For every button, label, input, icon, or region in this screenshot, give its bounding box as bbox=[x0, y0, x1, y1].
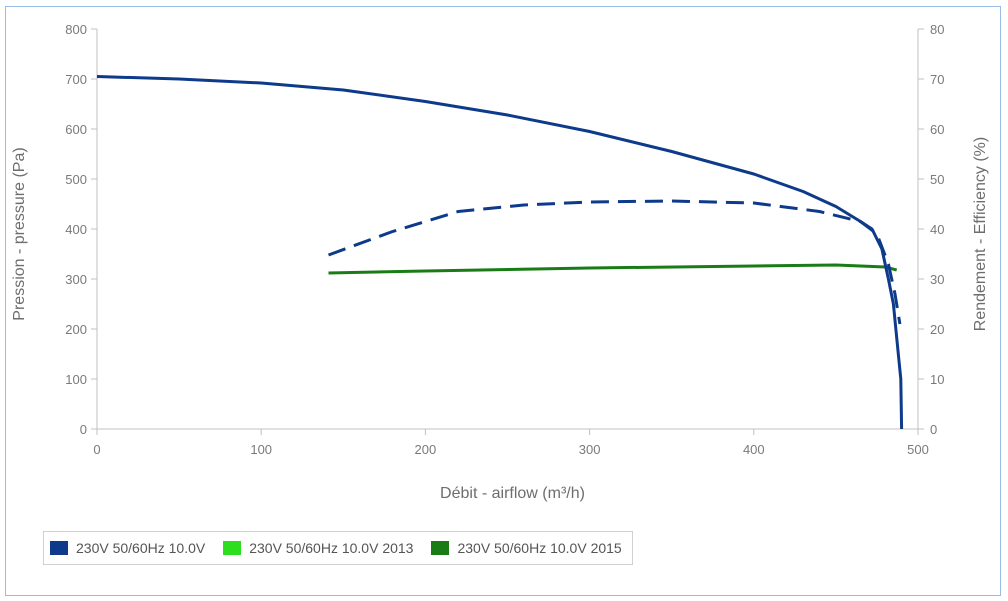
right-axis-ticks: 0 10 20 30 40 50 60 70 80 bbox=[918, 22, 944, 437]
axes bbox=[96, 29, 919, 430]
legend-item-series-1[interactable]: 230V 50/60Hz 10.0V bbox=[50, 540, 205, 556]
y-tick-label: 700 bbox=[65, 72, 87, 87]
legend-label-series-3: 230V 50/60Hz 10.0V 2015 bbox=[457, 540, 622, 556]
y2-tick-label: 80 bbox=[930, 22, 944, 37]
y2-tick-label: 20 bbox=[930, 322, 944, 337]
y-tick-label: 500 bbox=[65, 172, 87, 187]
x-tick-label: 0 bbox=[93, 442, 100, 457]
x-axis-title: Débit - airflow (m³/h) bbox=[440, 485, 585, 502]
y-tick-label: 0 bbox=[80, 422, 87, 437]
y2-tick-label: 40 bbox=[930, 222, 944, 237]
series-line-4 bbox=[327, 199, 902, 325]
y2-tick-label: 10 bbox=[930, 372, 944, 387]
y-tick-label: 800 bbox=[65, 22, 87, 37]
legend-swatch-series-1 bbox=[50, 541, 68, 555]
y-tick-label: 600 bbox=[65, 122, 87, 137]
y2-tick-label: 50 bbox=[930, 172, 944, 187]
legend-item-series-2[interactable]: 230V 50/60Hz 10.0V 2013 bbox=[223, 540, 413, 556]
y2-tick-label: 60 bbox=[930, 122, 944, 137]
y-tick-label: 100 bbox=[65, 372, 87, 387]
series-line-1 bbox=[96, 75, 904, 430]
y-tick-label: 400 bbox=[65, 222, 87, 237]
legend-label-series-2: 230V 50/60Hz 10.0V 2013 bbox=[249, 540, 414, 556]
series-line-3 bbox=[328, 263, 898, 275]
x-axis-ticks: 0 100 200 300 400 500 bbox=[93, 429, 929, 457]
y2-tick-label: 30 bbox=[930, 272, 944, 287]
legend-swatch-series-3 bbox=[431, 541, 450, 555]
y2-axis-title: Rendement - Efficiency (%) bbox=[972, 137, 989, 331]
series-layer bbox=[96, 75, 904, 430]
x-tick-label: 300 bbox=[579, 442, 601, 457]
left-axis-ticks: 0 100 200 300 400 500 600 700 800 bbox=[65, 22, 97, 437]
chart-panel: 0 100 200 300 400 500 600 700 800 0 10 20 30 40 50 60 7… bbox=[5, 6, 1001, 596]
legend-item-series-3[interactable]: 230V 50/60Hz 10.0V 2015 bbox=[431, 540, 622, 556]
y-axis-title: Pression - pressure (Pa) bbox=[11, 147, 28, 320]
y2-tick-label: 0 bbox=[930, 422, 937, 437]
legend-label-series-1: 230V 50/60Hz 10.0V bbox=[76, 540, 206, 556]
x-tick-label: 400 bbox=[743, 442, 765, 457]
y2-tick-label: 70 bbox=[930, 72, 944, 87]
x-tick-label: 200 bbox=[415, 442, 437, 457]
legend: 230V 50/60Hz 10.0V 230V 50/60Hz 10.0V 20… bbox=[43, 531, 633, 565]
y-tick-label: 200 bbox=[65, 322, 87, 337]
x-tick-label: 100 bbox=[250, 442, 272, 457]
y-tick-label: 300 bbox=[65, 272, 87, 287]
legend-swatch-series-2 bbox=[223, 541, 242, 555]
x-tick-label: 500 bbox=[907, 442, 929, 457]
